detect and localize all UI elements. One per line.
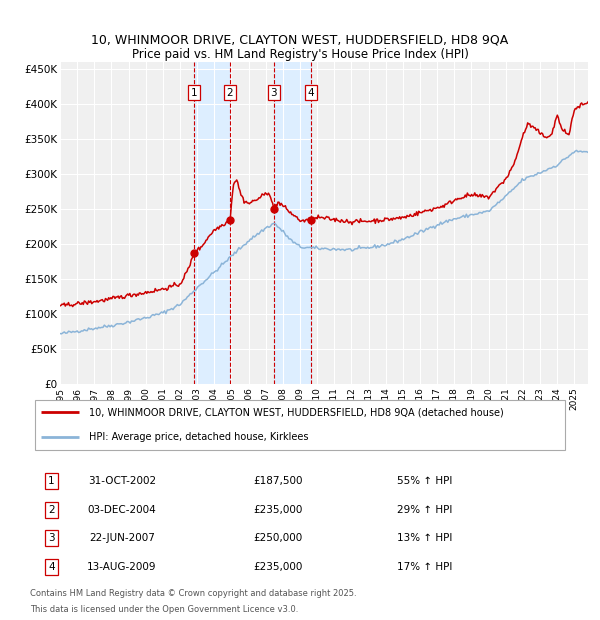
Text: 3: 3 [48, 533, 55, 543]
FancyBboxPatch shape [35, 400, 565, 450]
Text: 10, WHINMOOR DRIVE, CLAYTON WEST, HUDDERSFIELD, HD8 9QA: 10, WHINMOOR DRIVE, CLAYTON WEST, HUDDER… [91, 34, 509, 46]
Text: 2: 2 [48, 505, 55, 515]
Text: This data is licensed under the Open Government Licence v3.0.: This data is licensed under the Open Gov… [30, 605, 298, 614]
Text: Price paid vs. HM Land Registry's House Price Index (HPI): Price paid vs. HM Land Registry's House … [131, 48, 469, 61]
Text: 10, WHINMOOR DRIVE, CLAYTON WEST, HUDDERSFIELD, HD8 9QA (detached house): 10, WHINMOOR DRIVE, CLAYTON WEST, HUDDER… [89, 407, 504, 417]
Text: £250,000: £250,000 [254, 533, 303, 543]
Text: 4: 4 [48, 562, 55, 572]
Text: 3: 3 [271, 87, 277, 97]
Text: 31-OCT-2002: 31-OCT-2002 [88, 476, 156, 486]
Text: HPI: Average price, detached house, Kirklees: HPI: Average price, detached house, Kirk… [89, 432, 309, 442]
Text: 03-DEC-2004: 03-DEC-2004 [88, 505, 156, 515]
Text: £235,000: £235,000 [254, 505, 303, 515]
Bar [274, 62, 311, 384]
Text: 55% ↑ HPI: 55% ↑ HPI [397, 476, 452, 486]
Text: £235,000: £235,000 [254, 562, 303, 572]
Text: 17% ↑ HPI: 17% ↑ HPI [397, 562, 452, 572]
Text: 29% ↑ HPI: 29% ↑ HPI [397, 505, 452, 515]
Text: 1: 1 [48, 476, 55, 486]
Text: 13% ↑ HPI: 13% ↑ HPI [397, 533, 452, 543]
Text: Contains HM Land Registry data © Crown copyright and database right 2025.: Contains HM Land Registry data © Crown c… [30, 589, 356, 598]
Text: 22-JUN-2007: 22-JUN-2007 [89, 533, 155, 543]
Bar [194, 62, 230, 384]
Text: 1: 1 [191, 87, 197, 97]
Text: 2: 2 [227, 87, 233, 97]
Text: 13-AUG-2009: 13-AUG-2009 [87, 562, 157, 572]
Text: 4: 4 [307, 87, 314, 97]
Text: £187,500: £187,500 [254, 476, 303, 486]
